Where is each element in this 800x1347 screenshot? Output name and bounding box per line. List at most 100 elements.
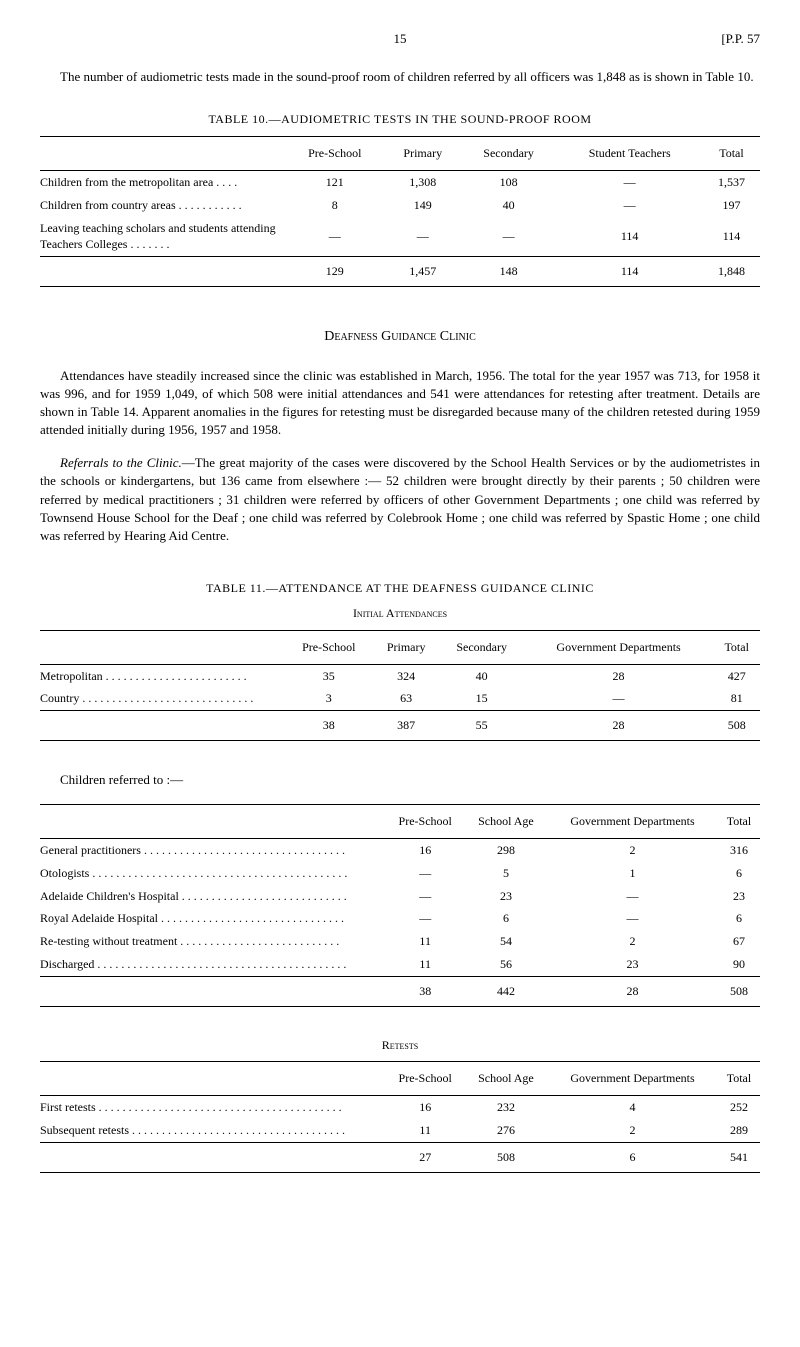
table-11: Pre-School Primary Secondary Government …	[40, 630, 760, 741]
row-label: General practitioners . . . . . . . . . …	[40, 839, 386, 862]
cell: 63	[373, 687, 440, 710]
col-blank	[40, 137, 285, 171]
cell: 81	[713, 687, 760, 710]
total-row: 38 387 55 28 508	[40, 711, 760, 741]
col-govdept: Government Departments	[547, 1062, 718, 1096]
row-label: Adelaide Children's Hospital . . . . . .…	[40, 885, 386, 908]
table-row: Metropolitan . . . . . . . . . . . . . .…	[40, 664, 760, 687]
cell: 54	[465, 930, 547, 953]
cell: 6	[718, 907, 760, 930]
cell: —	[547, 907, 718, 930]
row-label: Country . . . . . . . . . . . . . . . . …	[40, 687, 285, 710]
cell: 1,457	[385, 257, 461, 287]
table-row: First retests . . . . . . . . . . . . . …	[40, 1096, 760, 1119]
cell: 197	[703, 194, 760, 217]
cell: 108	[461, 170, 557, 193]
col-blank	[40, 630, 285, 664]
cell: 1	[547, 862, 718, 885]
cell: 4	[547, 1096, 718, 1119]
cell: 298	[465, 839, 547, 862]
table-row: Royal Adelaide Hospital . . . . . . . . …	[40, 907, 760, 930]
cell: 11	[386, 1119, 465, 1142]
cell: —	[385, 217, 461, 257]
cell: 15	[440, 687, 524, 710]
blank	[40, 257, 285, 287]
cell: 35	[285, 664, 373, 687]
cell: 6	[465, 907, 547, 930]
cell: 55	[440, 711, 524, 741]
col-primary: Primary	[373, 630, 440, 664]
cell: 28	[524, 664, 714, 687]
cell: 129	[285, 257, 385, 287]
cell: 148	[461, 257, 557, 287]
col-total: Total	[718, 805, 760, 839]
cell: —	[547, 885, 718, 908]
row-label: Discharged . . . . . . . . . . . . . . .…	[40, 953, 386, 976]
table-row: General practitioners . . . . . . . . . …	[40, 839, 760, 862]
table-11-subcaption: Initial Attendances	[40, 605, 760, 622]
cell: 324	[373, 664, 440, 687]
col-schoolage: School Age	[465, 805, 547, 839]
cell: 23	[465, 885, 547, 908]
col-total: Total	[703, 137, 760, 171]
cell: 16	[386, 1096, 465, 1119]
retests-caption: Retests	[40, 1037, 760, 1054]
cell: 23	[718, 885, 760, 908]
total-row: 38 442 28 508	[40, 976, 760, 1006]
col-total: Total	[718, 1062, 760, 1096]
cell: 3	[285, 687, 373, 710]
cell: —	[556, 194, 703, 217]
table-row: Children from the metropolitan area . . …	[40, 170, 760, 193]
cell: 1,308	[385, 170, 461, 193]
table-row: Leaving teaching scholars and students a…	[40, 217, 760, 257]
cell: 252	[718, 1096, 760, 1119]
col-preschool: Pre-School	[386, 805, 465, 839]
total-row: 129 1,457 148 114 1,848	[40, 257, 760, 287]
cell: 28	[524, 711, 714, 741]
section-heading: Deafness Guidance Clinic	[40, 327, 760, 347]
para2-lead: Referrals to the Clinic.	[60, 455, 182, 470]
table-row: Country . . . . . . . . . . . . . . . . …	[40, 687, 760, 710]
cell: 23	[547, 953, 718, 976]
table-10-title: TABLE 10.—AUDIOMETRIC TESTS IN THE SOUND…	[40, 111, 760, 128]
cell: 1,537	[703, 170, 760, 193]
row-label: Subsequent retests . . . . . . . . . . .…	[40, 1119, 386, 1142]
cell: 38	[285, 711, 373, 741]
cell: —	[461, 217, 557, 257]
cell: 90	[718, 953, 760, 976]
col-total: Total	[713, 630, 760, 664]
cell: 427	[713, 664, 760, 687]
blank	[40, 1142, 386, 1172]
col-student-teachers: Student Teachers	[556, 137, 703, 171]
intro-paragraph: The number of audiometric tests made in …	[40, 68, 760, 86]
cell: 2	[547, 1119, 718, 1142]
col-preschool: Pre-School	[285, 137, 385, 171]
paragraph-1: Attendances have steadily increased sinc…	[40, 367, 760, 440]
cell: —	[386, 862, 465, 885]
cell: 67	[718, 930, 760, 953]
cell: 8	[285, 194, 385, 217]
cell: 6	[718, 862, 760, 885]
cell: 2	[547, 930, 718, 953]
row-label: Otologists . . . . . . . . . . . . . . .…	[40, 862, 386, 885]
cell: 16	[386, 839, 465, 862]
col-secondary: Secondary	[461, 137, 557, 171]
cell: 6	[547, 1142, 718, 1172]
children-referred-label: Children referred to :—	[40, 771, 760, 789]
cell: 316	[718, 839, 760, 862]
cell: 276	[465, 1119, 547, 1142]
table-row: Otologists . . . . . . . . . . . . . . .…	[40, 862, 760, 885]
row-label: Metropolitan . . . . . . . . . . . . . .…	[40, 664, 285, 687]
cell: 508	[718, 976, 760, 1006]
page-reference: [P.P. 57	[520, 30, 760, 48]
cell: 28	[547, 976, 718, 1006]
row-label: Re-testing without treatment . . . . . .…	[40, 930, 386, 953]
cell: 114	[703, 217, 760, 257]
table-retests: Pre-School School Age Government Departm…	[40, 1061, 760, 1172]
col-schoolage: School Age	[465, 1062, 547, 1096]
cell: 27	[386, 1142, 465, 1172]
paragraph-2: Referrals to the Clinic.—The great major…	[40, 454, 760, 545]
cell: 508	[465, 1142, 547, 1172]
cell: 56	[465, 953, 547, 976]
page-header: 15 [P.P. 57	[40, 30, 760, 48]
